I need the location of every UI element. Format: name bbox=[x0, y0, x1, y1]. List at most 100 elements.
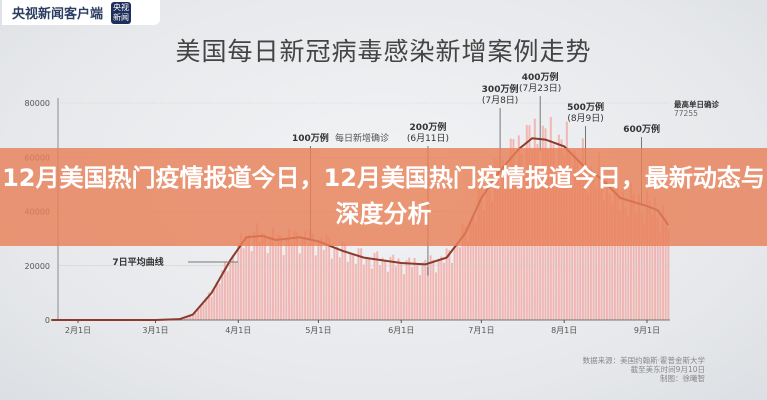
daily-bar bbox=[579, 172, 582, 320]
daily-bar bbox=[223, 261, 226, 320]
x-tick-label: 5月1日 bbox=[305, 326, 331, 335]
daily-bar bbox=[608, 193, 611, 320]
daily-bar bbox=[213, 289, 216, 320]
daily-bar bbox=[416, 262, 419, 320]
daily-bar bbox=[336, 246, 339, 320]
daily-bar bbox=[330, 258, 333, 320]
daily-bar bbox=[258, 242, 261, 320]
daily-bar bbox=[429, 255, 432, 320]
daily-bar bbox=[603, 200, 606, 320]
daily-bar bbox=[245, 237, 248, 320]
daily-bar bbox=[475, 222, 478, 320]
headline-overlay bbox=[0, 148, 767, 246]
x-tick-label: 7月1日 bbox=[468, 326, 494, 335]
daily-bar bbox=[296, 232, 299, 320]
daily-bar bbox=[312, 233, 315, 320]
daily-bar bbox=[654, 196, 657, 320]
daily-bar bbox=[488, 190, 491, 320]
daily-bar bbox=[325, 235, 328, 320]
daily-bar bbox=[293, 230, 296, 320]
daily-bar bbox=[218, 283, 221, 320]
daily-bar bbox=[592, 177, 595, 320]
daily-bar bbox=[386, 271, 389, 320]
daily-bar bbox=[384, 261, 387, 320]
daily-bar bbox=[274, 244, 277, 320]
daily-bar bbox=[285, 237, 288, 320]
milestone-label: 600万例 bbox=[623, 123, 660, 135]
x-tick-label: 3月1日 bbox=[142, 326, 168, 335]
daily-bar bbox=[215, 282, 218, 320]
daily-bar bbox=[656, 217, 659, 320]
daily-bar bbox=[632, 194, 635, 320]
source-note: 数据来源：美国约翰斯·霍普金斯大学 截至美东时间9月10日 制图：徐曦智 bbox=[583, 356, 705, 383]
daily-bar bbox=[392, 254, 395, 320]
daily-bar bbox=[349, 253, 352, 320]
daily-bar bbox=[616, 187, 619, 320]
milestone-label: 100万例 bbox=[292, 132, 329, 144]
daily-bar bbox=[640, 213, 643, 320]
y-tick-label: 80000 bbox=[25, 99, 50, 108]
daily-bar bbox=[424, 260, 427, 320]
daily-bar bbox=[263, 234, 266, 320]
milestone-label: 200万例 bbox=[410, 121, 447, 133]
milestone-date: (7月23日) bbox=[519, 83, 561, 94]
daily-bar bbox=[226, 271, 229, 320]
daily-bar bbox=[469, 219, 472, 320]
daily-bar bbox=[467, 241, 470, 320]
daily-bar bbox=[346, 261, 349, 320]
milestone-date: (6月11日) bbox=[407, 133, 449, 144]
daily-bar bbox=[442, 262, 445, 320]
daily-bar bbox=[328, 237, 331, 320]
daily-bar bbox=[485, 186, 488, 320]
daily-bar bbox=[571, 184, 574, 320]
daily-bar bbox=[664, 217, 667, 320]
daily-bar bbox=[191, 313, 194, 320]
daily-bar bbox=[229, 261, 232, 320]
daily-bar bbox=[368, 258, 371, 320]
daily-bar bbox=[539, 173, 542, 320]
daily-bar bbox=[637, 194, 640, 320]
daily-bar bbox=[269, 235, 272, 320]
daily-bar bbox=[605, 178, 608, 320]
daily-bar bbox=[461, 223, 464, 320]
brand-badge: 央视新闻 bbox=[111, 1, 132, 24]
daily-bar bbox=[322, 249, 325, 320]
x-tick-label: 9月1日 bbox=[634, 326, 660, 335]
daily-bar bbox=[456, 242, 459, 320]
daily-bar bbox=[659, 231, 662, 320]
x-tick-label: 8月1日 bbox=[551, 326, 577, 335]
daily-bar bbox=[480, 186, 483, 320]
daily-bar bbox=[378, 265, 381, 320]
daily-bar bbox=[255, 223, 258, 320]
daily-bar bbox=[477, 186, 480, 320]
x-tick-label: 4月1日 bbox=[225, 326, 251, 335]
daily-bar bbox=[234, 262, 237, 320]
daily-bar bbox=[459, 247, 462, 320]
daily-bar bbox=[344, 243, 347, 320]
daily-bar bbox=[250, 251, 253, 320]
daily-bar bbox=[440, 256, 443, 320]
daily-bar bbox=[619, 210, 622, 320]
daily-bar bbox=[450, 262, 453, 320]
daily-bar bbox=[405, 260, 408, 320]
daily-bar bbox=[611, 203, 614, 320]
daily-bar bbox=[221, 270, 224, 320]
x-tick-label: 2月1日 bbox=[65, 326, 91, 335]
milestone-label: 500万例 bbox=[567, 101, 604, 113]
legend-average-label: 7日平均曲线 bbox=[112, 256, 163, 268]
daily-bar bbox=[272, 227, 275, 320]
daily-bar bbox=[555, 176, 558, 320]
y-tick-label: 0 bbox=[45, 316, 50, 325]
daily-bar bbox=[629, 182, 632, 320]
daily-bar bbox=[643, 222, 646, 320]
milestone-date: (8月9日) bbox=[567, 113, 603, 124]
daily-bar bbox=[189, 315, 192, 320]
daily-bar bbox=[448, 250, 451, 320]
peak-label: 最高单日确诊 bbox=[674, 99, 719, 109]
daily-bar bbox=[667, 228, 670, 320]
daily-bar bbox=[587, 193, 590, 320]
brand-name: 央视新闻客户端 bbox=[12, 7, 104, 22]
daily-bar bbox=[648, 200, 651, 320]
daily-bar bbox=[280, 236, 283, 320]
daily-bar bbox=[472, 216, 475, 320]
